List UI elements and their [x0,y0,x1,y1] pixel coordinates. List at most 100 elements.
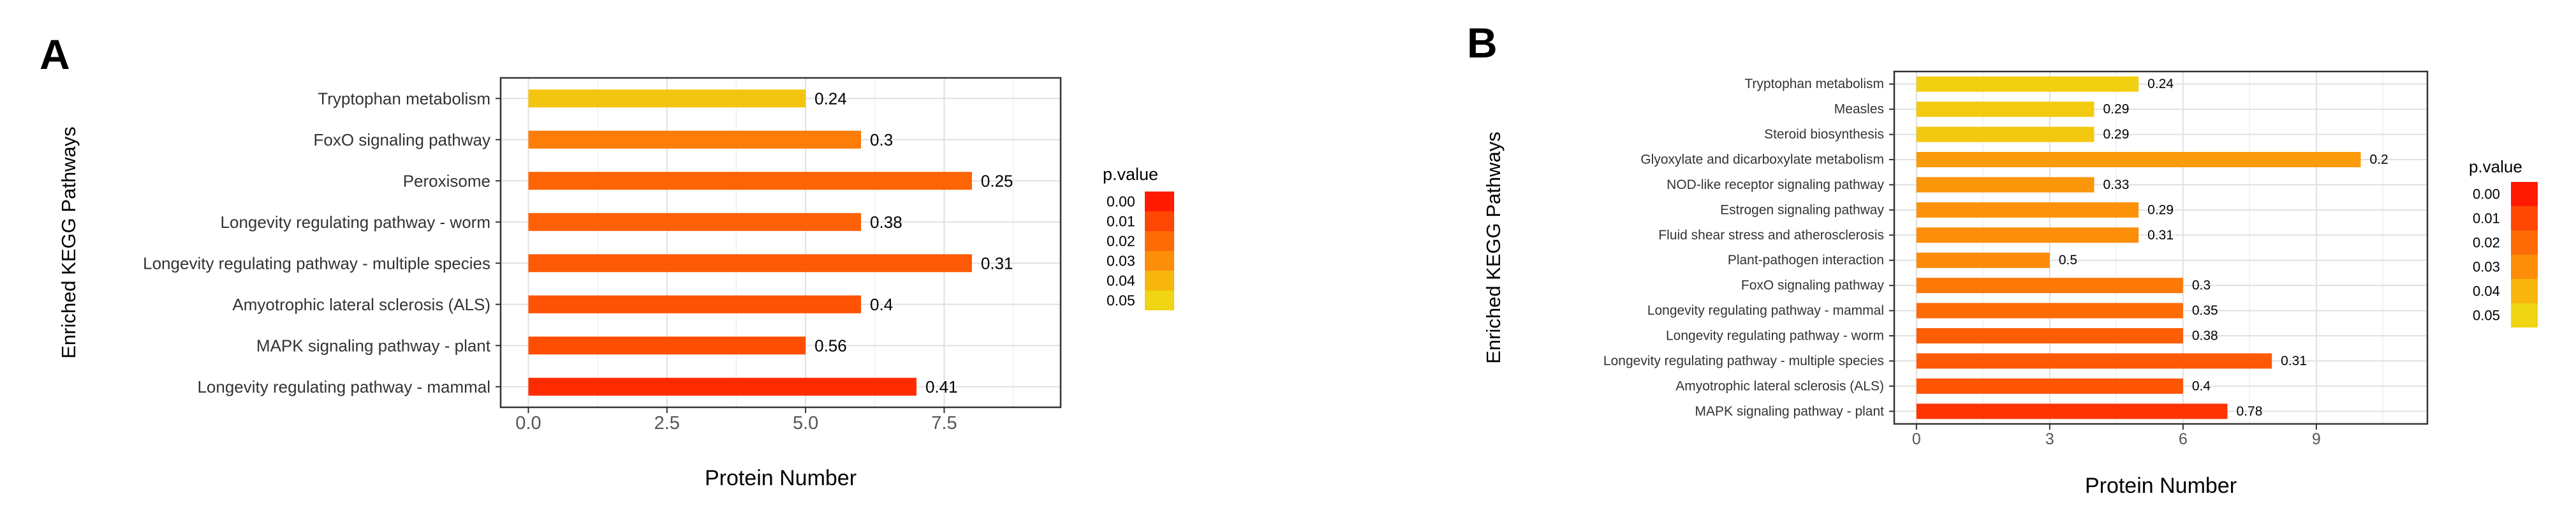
x-tick-label: 3 [2045,430,2054,448]
panel-label-a: A [40,31,70,78]
category-label: Amyotrophic lateral sclerosis (ALS) [1675,379,1884,393]
x-axis-title: Protein Number [705,466,857,490]
bar-value-label: 0.38 [2192,329,2218,343]
bar-value-label: 0.3 [870,130,893,149]
bar [528,295,862,313]
bar [528,377,916,396]
legend-swatch [1145,271,1174,290]
category-label: NOD-like receptor signaling pathway [1667,177,1884,192]
bar-value-label: 0.78 [2237,404,2263,419]
category-label: Peroxisome [403,171,490,190]
category-label: Measles [1834,102,1884,117]
bar [1916,353,2272,369]
bar [528,89,806,108]
category-label: Tryptophan metabolism [318,89,490,108]
legend-entry: 0.01 [2473,211,2500,227]
category-label: Longevity regulating pathway - multiple … [143,253,490,273]
x-tick-label: 5.0 [793,413,818,433]
bar [1916,378,2183,394]
legend-entry: 0.02 [2473,235,2500,251]
category-label: FoxO signaling pathway [1741,278,1885,293]
category-label: Longevity regulating pathway - multiple … [1603,354,1884,368]
bar-value-label: 0.24 [2147,77,2174,91]
legend-swatch [2511,230,2538,255]
category-label: Longevity regulating pathway - mammal [1647,303,1884,318]
bar [1916,278,2183,294]
plot-border [499,77,1062,409]
bar [1916,76,2139,92]
legend-entry: 0.00 [1107,193,1135,210]
plot-border [1893,70,2429,425]
legend-swatch [2511,303,2538,328]
x-tick-label: 6 [2179,430,2188,448]
legend-entry: 0.05 [1107,292,1135,309]
bar-value-label: 0.29 [2147,202,2174,217]
bar-value-label: 0.4 [870,295,893,314]
legend-entry: 0.05 [2473,308,2500,324]
category-label: MAPK signaling pathway - plant [1695,404,1885,419]
legend-title: p.value [2469,157,2522,176]
category-label: Amyotrophic lateral sclerosis (ALS) [232,295,490,314]
bar [1916,252,2050,268]
panel-label-b: B [1467,19,1498,66]
category-label: Steroid biosynthesis [1764,127,1884,142]
bar-value-label: 0.31 [2281,354,2307,368]
category-label: FoxO signaling pathway [314,130,490,149]
bar [528,130,862,149]
legend-swatch [2511,206,2538,230]
legend-swatch [1145,290,1174,310]
legend-entry: 0.00 [2473,186,2500,202]
legend-entry: 0.03 [1107,253,1135,269]
bar [1916,328,2183,343]
bar-value-label: 0.29 [2103,127,2130,142]
bar [528,213,862,231]
bar [1916,403,2228,419]
bar-value-label: 0.5 [2059,253,2077,267]
bar-value-label: 0.2 [2370,153,2388,167]
category-label: Longevity regulating pathway - mammal [197,377,490,396]
legend-entry: 0.03 [2473,259,2500,275]
bar-value-label: 0.29 [2103,102,2130,117]
bar-value-label: 0.4 [2192,379,2211,393]
bar-value-label: 0.24 [814,89,847,108]
bar [1916,177,2094,193]
bar [1916,126,2094,142]
y-axis-title: Enriched KEGG Pathways [57,126,80,359]
legend-swatch [2511,279,2538,303]
legend-title: p.value [1103,165,1158,184]
category-label: Fluid shear stress and atherosclerosis [1658,228,1884,243]
bar-value-label: 0.3 [2192,278,2211,293]
legend-swatch [1145,192,1174,211]
category-label: MAPK signaling pathway - plant [256,336,491,355]
bar [528,172,972,190]
bar-value-label: 0.56 [814,336,847,355]
bar [1916,303,2183,319]
x-tick-label: 9 [2312,430,2321,448]
bar-value-label: 0.41 [925,377,958,396]
category-label: Glyoxylate and dicarboxylate metabolism [1640,153,1884,167]
bar-value-label: 0.33 [2103,177,2130,192]
legend-entry: 0.01 [1107,213,1135,230]
x-tick-label: 7.5 [931,413,957,433]
x-axis-title: Protein Number [2085,474,2237,498]
legend-swatch [2511,182,2538,206]
chart-panel-a: Tryptophan metabolism 0.24 FoxO signaling … [57,77,1174,490]
category-label: Longevity regulating pathway - worm [221,213,490,232]
bar [1916,227,2139,243]
bar [1916,152,2361,167]
legend-swatch [2511,255,2538,279]
bar-value-label: 0.35 [2192,303,2218,318]
category-label: Plant-pathogen interaction [1728,253,1884,267]
bar [1916,102,2094,117]
legend-entry: 0.04 [1107,273,1135,289]
x-tick-label: 0.0 [515,413,541,433]
legend-entry: 0.02 [1107,233,1135,250]
bar-value-label: 0.31 [981,253,1013,273]
legend-entry: 0.04 [2473,283,2500,299]
bar-value-label: 0.25 [981,171,1013,190]
legend-swatch [1145,231,1174,251]
category-label: Tryptophan metabolism [1744,77,1884,91]
bar [1916,202,2139,218]
